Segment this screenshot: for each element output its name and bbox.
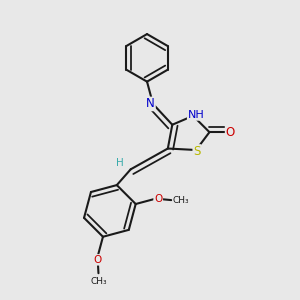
Text: O: O <box>226 126 235 139</box>
Text: H: H <box>116 158 124 168</box>
Text: O: O <box>154 194 162 204</box>
Text: N: N <box>146 98 155 110</box>
Text: CH₃: CH₃ <box>90 277 107 286</box>
Text: S: S <box>193 145 201 158</box>
Text: CH₃: CH₃ <box>173 196 189 205</box>
Text: O: O <box>93 255 102 265</box>
Text: NH: NH <box>188 110 204 120</box>
